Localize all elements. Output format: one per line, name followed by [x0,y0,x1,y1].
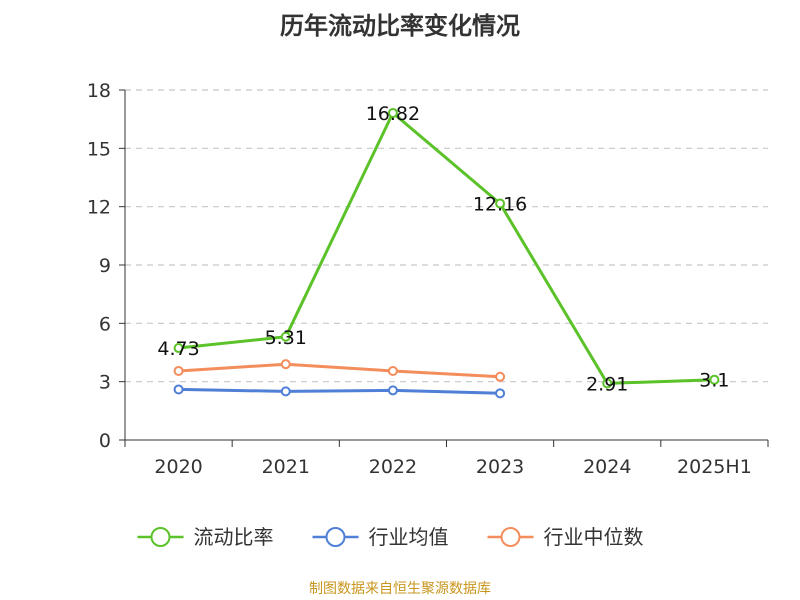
data-point [387,365,398,376]
series-lines [173,107,720,399]
data-point [495,371,506,382]
data-label: 3.1 [699,370,729,392]
legend-marker [150,527,171,547]
x-tick-label: 2020 [154,456,202,478]
y-tick-label: 3 [99,372,111,394]
chart-title: 历年流动比率变化情况 [280,12,520,40]
y-tick-label: 12 [87,197,111,219]
data-point [709,374,720,385]
y-tick-label: 9 [99,255,111,277]
series-line-2 [178,362,501,379]
legend-marker [500,527,521,547]
x-tick-label: 2024 [583,456,631,478]
series-line-0 [178,111,715,385]
legend-label: 行业中位数 [544,525,644,549]
data-point [602,378,613,389]
data-point [280,331,291,342]
y-tick-label: 6 [99,313,111,335]
data-label: 4.73 [157,338,199,360]
data-label: 12.16 [473,194,527,216]
axes: 0 3 6 9 12 15 18 2020 2021 2022 2023 2024 2025H1 [87,80,769,478]
x-tick-label: 2021 [262,456,310,478]
y-tick-label: 0 [99,430,111,452]
data-labels: 4.73 5.31 16.82 12.16 2.91 3.1 [157,103,729,395]
legend-item: 流动比率 [137,525,274,549]
data-point [173,343,184,354]
data-point [173,365,184,376]
data-point [495,388,506,399]
data-point [173,384,184,395]
legend: 流动比率 行业均值 行业中位数 [137,525,644,549]
data-label: 16.82 [366,103,420,125]
legend-label: 行业均值 [369,525,449,549]
data-point [387,107,398,118]
x-tick-label: 2025H1 [677,456,752,478]
series-line-1 [178,387,501,395]
data-label: 5.31 [265,327,307,349]
source-note: 制图数据来自恒生聚源数据库 [309,581,491,597]
legend-label: 流动比率 [194,525,274,549]
y-tick-label: 18 [87,80,111,102]
data-point [280,359,291,370]
y-tick-label: 15 [87,138,111,160]
legend-item: 行业均值 [312,525,449,549]
grid-lines [125,89,768,383]
x-tick-label: 2023 [476,456,524,478]
data-point [387,385,398,396]
legend-item: 行业中位数 [487,525,644,549]
data-point [280,386,291,397]
data-label: 2.91 [586,373,628,395]
data-point [495,198,506,209]
x-tick-label: 2022 [369,456,417,478]
legend-marker [325,527,346,547]
